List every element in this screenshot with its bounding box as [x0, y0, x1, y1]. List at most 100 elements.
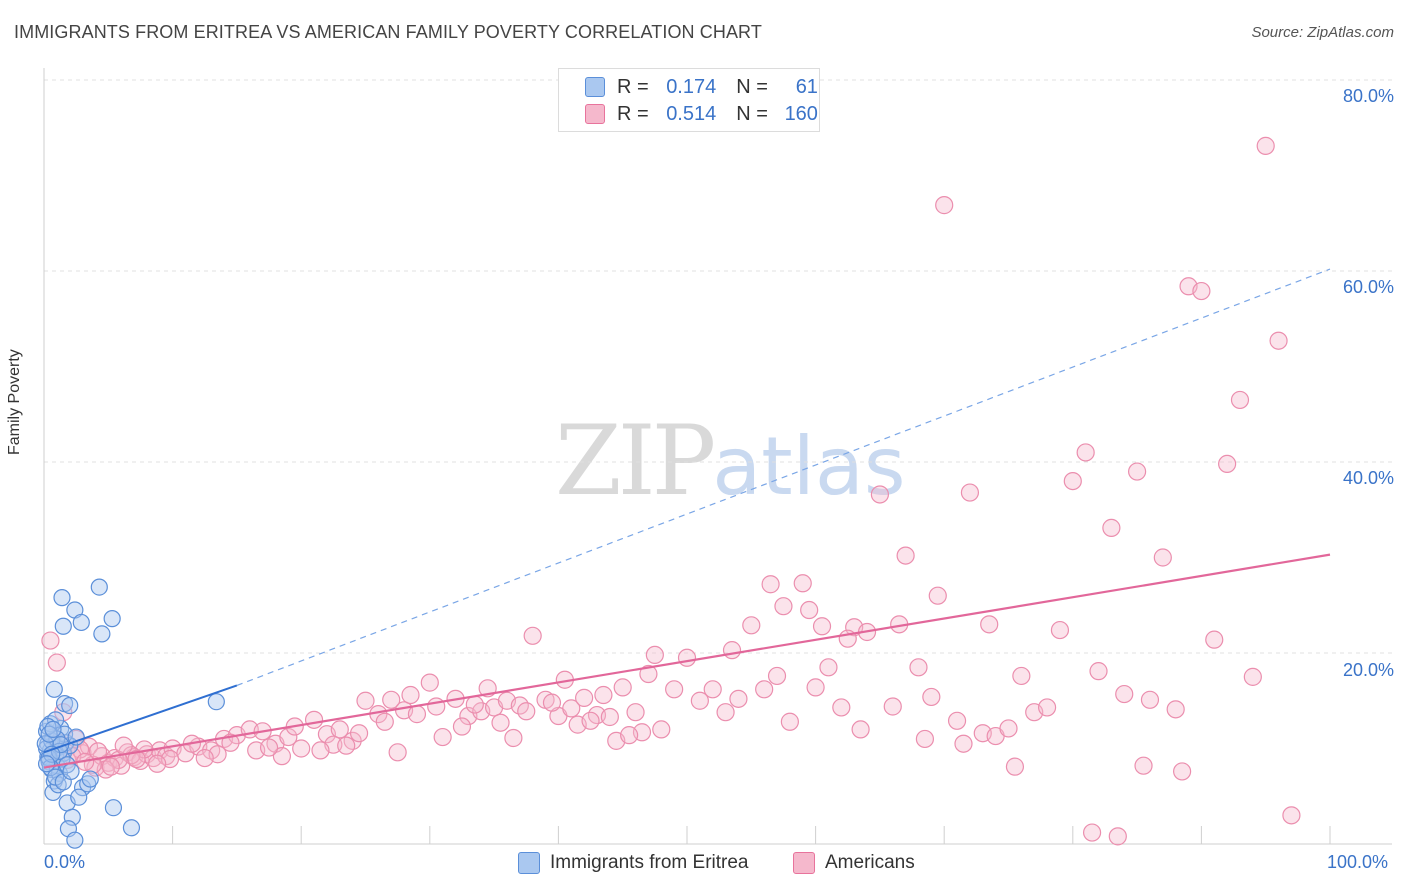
- n-value: 160: [784, 102, 818, 125]
- americans-point-102: [1243, 667, 1262, 686]
- americans-point-128: [388, 743, 407, 762]
- americans-point-83: [999, 719, 1018, 738]
- americans-point-115: [928, 586, 947, 605]
- americans-point-107: [1108, 827, 1127, 846]
- y-tick-40: 40.0%: [1342, 468, 1394, 488]
- series-legend: Immigrants from Eritrea Americans: [0, 852, 1406, 878]
- eritrea-point-34: [103, 610, 121, 628]
- americans-point-74: [883, 697, 902, 716]
- americans-point-39: [433, 727, 452, 747]
- americans-point-121: [915, 729, 935, 749]
- stats-row-americans: R = 0.514 N = 160: [559, 101, 818, 127]
- eritrea-point-26: [45, 680, 63, 698]
- americans-point-127: [452, 717, 472, 736]
- americans-point-33: [356, 691, 375, 710]
- americans-point-49: [562, 699, 581, 718]
- americans-point-61: [716, 703, 735, 722]
- americans-point-35: [382, 690, 401, 709]
- americans-point-67: [793, 574, 812, 593]
- eritrea-point-60: [44, 720, 62, 739]
- americans-point-64: [755, 680, 774, 699]
- americans-point-54: [626, 703, 645, 722]
- legend-item-eritrea[interactable]: Immigrants from Eritrea: [518, 852, 748, 874]
- americans-point-154: [311, 741, 330, 760]
- americans-point-68: [806, 678, 825, 697]
- stats-legend: R = 0.174 N = 61 R = 0.514 N = 160: [558, 68, 820, 132]
- americans-point-87: [1050, 620, 1070, 640]
- americans-point-78: [935, 196, 954, 215]
- americans-point-92: [1115, 684, 1134, 704]
- americans-point-52: [600, 707, 619, 727]
- x-tick-0: 0.0%: [44, 852, 86, 872]
- americans-point-149: [127, 749, 146, 769]
- americans-point-156: [349, 724, 369, 743]
- americans-point-157: [375, 712, 394, 731]
- americans-point-167: [594, 685, 613, 705]
- americans-point-77: [922, 687, 941, 707]
- americans-point-148: [114, 736, 133, 755]
- americans-point-90: [1089, 662, 1108, 681]
- americans-point-100: [1218, 454, 1237, 474]
- eritrea-point-58: [37, 755, 56, 773]
- americans-point-120: [851, 720, 870, 739]
- americans-point-46: [523, 626, 542, 645]
- americans-point-105: [1282, 806, 1301, 825]
- americans-point-99: [1205, 630, 1224, 649]
- americans-point-66: [780, 712, 799, 731]
- americans-point-104: [1269, 331, 1288, 350]
- americans-point-168: [620, 726, 639, 745]
- americans-point-96: [1166, 700, 1185, 719]
- americans-point-118: [774, 597, 793, 616]
- americans-point-53: [613, 678, 632, 697]
- americans-point-86: [1037, 698, 1057, 717]
- americans-point-94: [1140, 690, 1160, 709]
- americans-point-135: [148, 754, 167, 773]
- americans-point-166: [581, 711, 600, 730]
- americans-point-31: [330, 720, 349, 739]
- americans-point-164: [542, 693, 562, 712]
- americans-point-62: [729, 689, 748, 708]
- y-tick-20: 20.0%: [1342, 660, 1394, 680]
- americans-point-109: [1134, 756, 1153, 775]
- americans-point-103: [1256, 136, 1275, 155]
- americans-point-113: [722, 641, 742, 660]
- y-tick-80: 80.0%: [1342, 86, 1394, 106]
- americans-point-101: [1230, 390, 1250, 410]
- source-label: Source: ZipAtlas.com: [1251, 24, 1394, 41]
- americans-point-65: [767, 666, 787, 686]
- legend-label-americans: Americans: [825, 852, 915, 873]
- americans-point-114: [812, 617, 832, 636]
- eritrea-point-29: [53, 589, 71, 607]
- americans-point-75: [896, 546, 915, 565]
- americans-point-58: [677, 648, 697, 667]
- americans-point-1: [47, 653, 66, 672]
- x-tick-100: 100.0%: [1327, 852, 1389, 872]
- americans-point-106: [1082, 823, 1102, 842]
- eritrea-point-33: [90, 578, 108, 596]
- r-value: 0.174: [666, 75, 717, 98]
- americans-point-70: [832, 698, 851, 717]
- eritrea-point-59: [62, 762, 80, 781]
- blue-swatch-icon: [518, 852, 540, 874]
- pink-swatch-icon: [585, 104, 605, 124]
- americans-point-169: [645, 645, 664, 665]
- americans-point-158: [401, 685, 420, 705]
- americans-point-119: [980, 615, 999, 634]
- americans-point-160: [465, 695, 484, 714]
- americans-trend-line: [43, 553, 1331, 769]
- americans-point-28: [292, 739, 311, 758]
- americans-point-126: [504, 728, 523, 748]
- americans-point-55: [639, 664, 658, 684]
- americans-point-79: [947, 711, 967, 730]
- legend-item-americans[interactable]: Americans: [793, 852, 915, 874]
- americans-point-59: [690, 691, 709, 710]
- americans-point-29: [304, 710, 324, 729]
- americans-point-152: [259, 738, 279, 757]
- eritrea-point-30: [54, 617, 72, 635]
- americans-point-73: [870, 485, 890, 504]
- watermark-atlas: atlas: [712, 420, 906, 513]
- americans-point-111: [761, 575, 780, 594]
- legend-label-eritrea: Immigrants from Eritrea: [550, 852, 749, 873]
- stats-row-eritrea: R = 0.174 N = 61: [559, 74, 818, 100]
- n-label: N =: [736, 102, 768, 125]
